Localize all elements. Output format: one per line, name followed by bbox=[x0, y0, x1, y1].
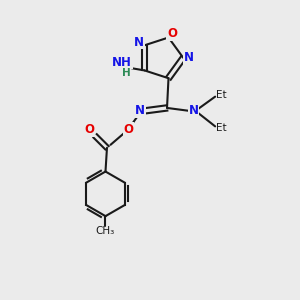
Text: O: O bbox=[84, 123, 94, 136]
Text: N: N bbox=[189, 104, 199, 117]
Text: O: O bbox=[167, 27, 177, 40]
Text: NH: NH bbox=[112, 56, 132, 69]
Text: Et: Et bbox=[216, 90, 227, 100]
Text: Et: Et bbox=[216, 123, 227, 133]
Text: CH₃: CH₃ bbox=[96, 226, 115, 236]
Text: H: H bbox=[122, 68, 130, 78]
Text: N: N bbox=[134, 36, 144, 49]
Text: N: N bbox=[135, 104, 145, 117]
Text: N: N bbox=[184, 51, 194, 64]
Text: O: O bbox=[123, 123, 134, 136]
